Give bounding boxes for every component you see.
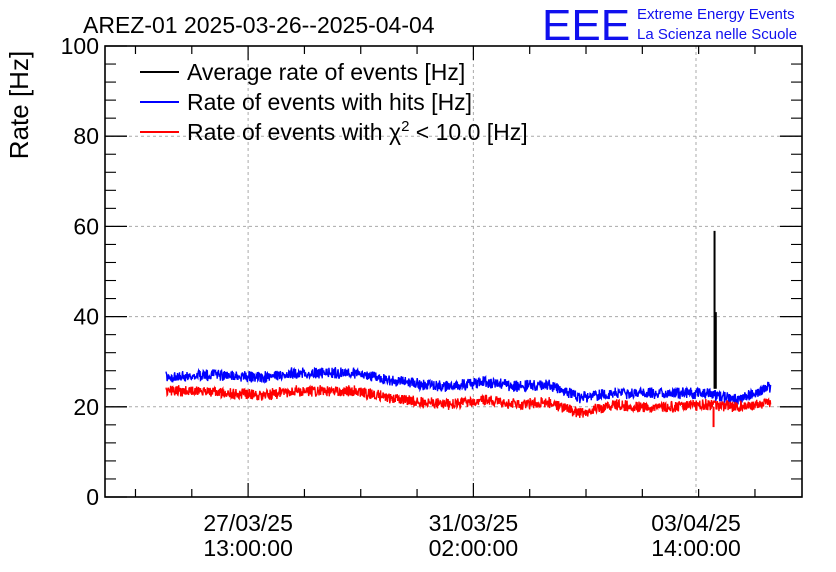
x-tick-date: 27/03/25 [203,510,293,536]
x-tick-date: 31/03/25 [429,510,519,536]
series-line-hits [165,366,772,405]
plot-frame [104,45,803,498]
legend: Average rate of events [Hz] Rate of event… [140,59,528,145]
legend-label: Rate of events with hits [Hz] [187,89,472,115]
x-tick-time: 02:00:00 [429,535,519,561]
y-tick-label: 100 [61,33,99,59]
y-tick-label: 0 [86,484,99,510]
org-name-line2: La Scienza nelle Scuole [637,26,797,43]
chart-title: AREZ-01 2025-03-26--2025-04-04 [83,12,435,38]
x-tick-time: 14:00:00 [651,535,741,561]
series-layer [165,230,772,428]
legend-label: Average rate of events [Hz] [187,59,465,85]
x-tick-time: 13:00:00 [203,535,293,561]
y-axis-label: Rate [Hz] [4,51,34,159]
eee-logo: EEE [542,1,630,50]
org-name-line1: Extreme Energy Events [637,6,795,23]
series-line-chi2 [165,384,772,418]
y-tick-label: 40 [73,304,99,330]
y-tick-label: 60 [73,213,99,239]
y-tick-label: 80 [73,123,99,149]
x-tick-date: 03/04/25 [651,510,741,536]
y-tick-label: 20 [73,394,99,420]
legend-label: Rate of events with χ2 < 10.0 [Hz] [187,118,528,145]
